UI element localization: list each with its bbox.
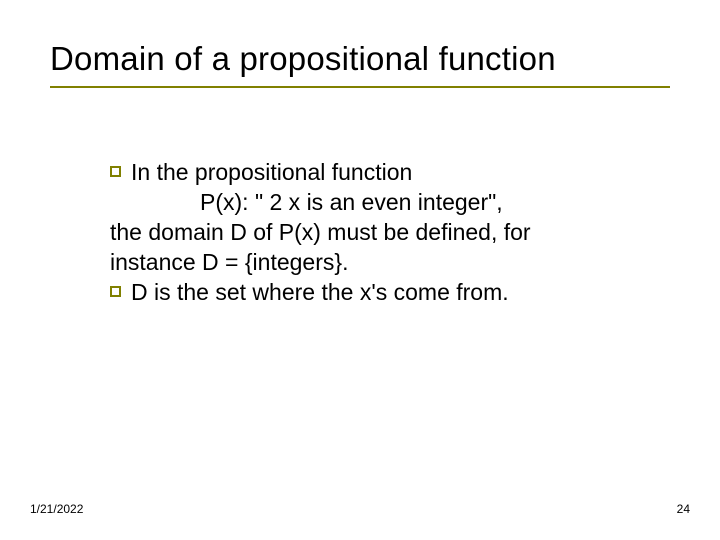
- square-bullet-icon: [110, 286, 121, 297]
- slide-title: Domain of a propositional function: [50, 40, 670, 78]
- body-line-3: the domain D of P(x) must be defined, fo…: [110, 218, 630, 248]
- bullet-item-2: D is the set where the x's come from.: [110, 278, 630, 308]
- body-line-4: instance D = {integers}.: [110, 248, 630, 278]
- slide-body: In the propositional function P(x): " 2 …: [50, 158, 670, 307]
- bullet-2-text: D is the set where the x's come from.: [131, 278, 509, 308]
- footer-date: 1/21/2022: [30, 502, 83, 516]
- slide: Domain of a propositional function In th…: [0, 0, 720, 540]
- bullet-1-text: In the propositional function: [131, 158, 412, 188]
- body-line-2: P(x): " 2 x is an even integer",: [110, 188, 630, 218]
- footer-page-number: 24: [677, 502, 690, 516]
- square-bullet-icon: [110, 166, 121, 177]
- bullet-item-1: In the propositional function: [110, 158, 630, 188]
- title-rule: [50, 86, 670, 88]
